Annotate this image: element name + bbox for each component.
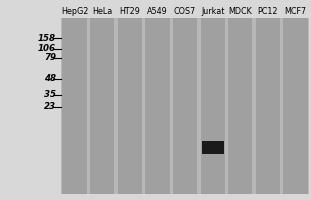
Text: COS7: COS7 [174,7,196,16]
Text: 106: 106 [38,44,56,53]
Text: HT29: HT29 [119,7,140,16]
Bar [256,18,280,194]
Bar [283,18,308,194]
Text: 158: 158 [38,34,56,43]
Text: PC12: PC12 [258,7,278,16]
Bar [173,18,197,194]
Text: MDCK: MDCK [229,7,252,16]
Text: 23: 23 [44,102,56,111]
Text: MCF7: MCF7 [285,7,307,16]
Text: HeLa: HeLa [92,7,112,16]
Text: 48: 48 [44,74,56,83]
Bar [145,18,169,194]
Bar [62,18,87,194]
Bar [61,18,309,194]
Bar [118,18,142,194]
Text: 79: 79 [44,53,56,62]
Text: A549: A549 [147,7,168,16]
Text: Jurkat: Jurkat [201,7,224,16]
Text: 35: 35 [44,90,56,99]
Text: HepG2: HepG2 [61,7,88,16]
Bar [202,141,224,154]
Bar [201,18,225,194]
Bar [90,18,114,194]
Bar [228,18,253,194]
